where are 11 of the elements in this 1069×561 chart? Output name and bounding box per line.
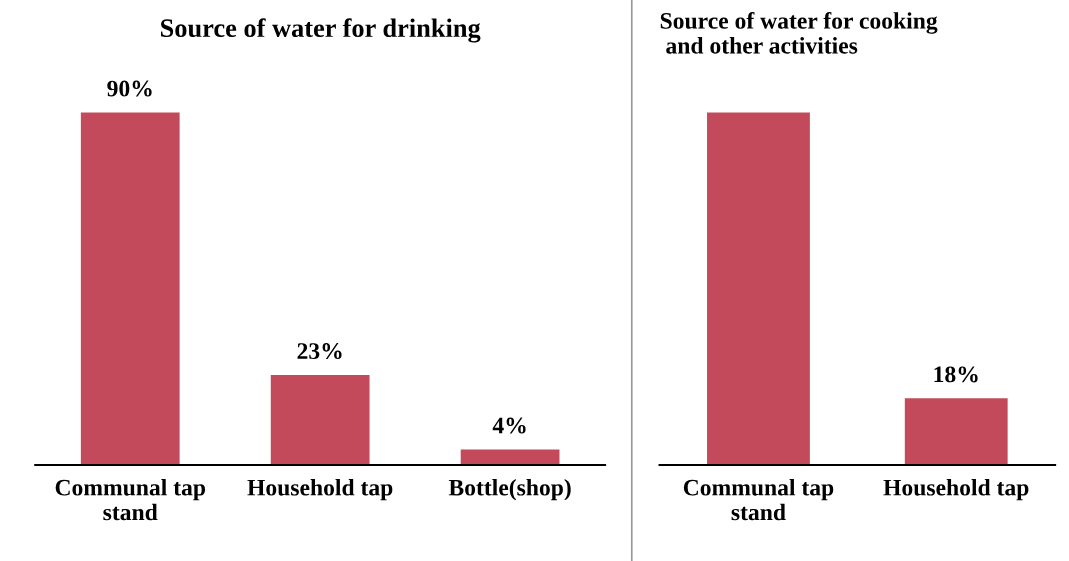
x-tick-label: Communal tap stand [683,478,834,521]
x-tick-label: Bottle(shop) [448,478,571,501]
data-label: 18% [934,366,978,383]
chart-title: Source of water for drinking [161,18,481,43]
data-label: 23% [297,343,342,360]
data-label: 90% [107,80,152,97]
x-tick-label: Household tap [883,478,1029,501]
data-label: 4% [492,417,526,434]
x-tick-label: Household tap [247,478,393,501]
x-tick-label: Communal tap stand [55,478,206,521]
chart-title: Source of water for cooking and other activities [660,11,938,54]
